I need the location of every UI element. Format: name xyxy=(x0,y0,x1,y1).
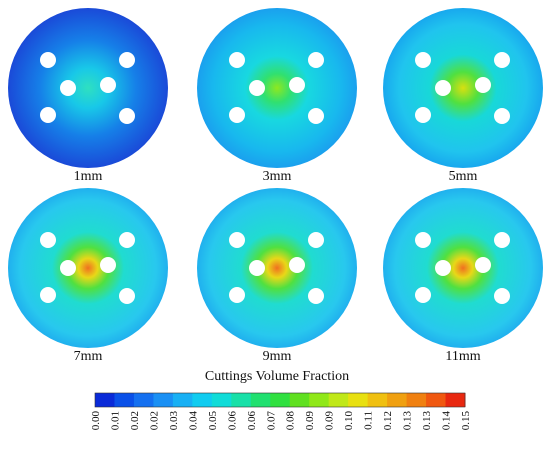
hole xyxy=(119,108,135,124)
hole xyxy=(494,108,510,124)
hole xyxy=(40,287,56,303)
colorbar-tick-label: 0.09 xyxy=(304,411,316,431)
hole xyxy=(60,80,76,96)
colorbar-segment xyxy=(445,393,466,407)
hole xyxy=(229,287,245,303)
hole xyxy=(40,52,56,68)
colorbar-tick-label: 0.08 xyxy=(285,411,297,431)
colorbar-tick-label: 0.07 xyxy=(265,411,277,431)
colorbar-segment xyxy=(95,393,115,407)
panel-label: 5mm xyxy=(449,169,478,184)
panel-label: 3mm xyxy=(263,169,292,184)
domain-disk xyxy=(383,188,543,348)
contour-panel: 3mm xyxy=(197,8,357,184)
domain-disk xyxy=(8,188,168,348)
hole xyxy=(308,52,324,68)
domain-disk xyxy=(197,8,357,168)
panel-label: 7mm xyxy=(74,349,103,364)
hole xyxy=(229,107,245,123)
hole xyxy=(100,77,116,93)
contour-panel: 5mm xyxy=(383,8,543,184)
hole xyxy=(415,107,431,123)
colorbar-segment xyxy=(426,393,447,407)
colorbar-tick-label: 0.13 xyxy=(421,411,433,431)
hole xyxy=(475,257,491,273)
hole xyxy=(415,232,431,248)
colorbar-frame xyxy=(94,392,466,408)
domain-disk xyxy=(8,8,168,168)
contour-panel: 1mm xyxy=(8,8,168,184)
hole xyxy=(415,287,431,303)
hole xyxy=(308,108,324,124)
domain-disk xyxy=(383,8,543,168)
contour-panel: 11mm xyxy=(383,188,543,364)
colorbar-tick-label: 0.06 xyxy=(226,411,238,431)
colorbar-segment xyxy=(114,393,135,407)
colorbar-tick-label: 0.10 xyxy=(343,411,355,431)
colorbar-segment xyxy=(192,393,213,407)
colorbar-title: Cuttings Volume Fraction xyxy=(205,369,349,384)
panel-label: 11mm xyxy=(445,349,480,364)
colorbar-segment xyxy=(153,393,174,407)
colorbar-tick-label: 0.13 xyxy=(402,411,414,431)
colorbar-tick-label: 0.14 xyxy=(441,411,453,431)
hole xyxy=(415,52,431,68)
contour-panel: 7mm xyxy=(8,188,168,364)
hole xyxy=(229,52,245,68)
domain-disk xyxy=(197,188,357,348)
colorbar-segment xyxy=(250,393,271,407)
colorbar-segment xyxy=(309,393,330,407)
colorbar-segment xyxy=(348,393,369,407)
hole xyxy=(100,257,116,273)
contour-panel: 9mm xyxy=(197,188,357,364)
colorbar-tick-label: 0.12 xyxy=(382,411,394,430)
colorbar-segment xyxy=(289,393,310,407)
colorbar-tick-label: 0.09 xyxy=(324,411,336,431)
colorbar-segment xyxy=(406,393,427,407)
colorbar-segment xyxy=(211,393,232,407)
hole xyxy=(475,77,491,93)
hole xyxy=(289,257,305,273)
colorbar-segment xyxy=(231,393,252,407)
panel-label: 1mm xyxy=(74,169,103,184)
colorbar-segment xyxy=(172,393,193,407)
colorbar-segment xyxy=(367,393,388,407)
colorbar-segment xyxy=(133,393,154,407)
panel-label: 9mm xyxy=(263,349,292,364)
hole xyxy=(435,80,451,96)
colorbar-segment xyxy=(328,393,349,407)
hole xyxy=(435,260,451,276)
colorbar-tick-label: 0.11 xyxy=(363,411,375,430)
colorbar-segment xyxy=(387,393,408,407)
colorbar-segment xyxy=(270,393,291,407)
hole xyxy=(308,288,324,304)
colorbar-tick-label: 0.06 xyxy=(246,411,258,431)
hole xyxy=(119,232,135,248)
hole xyxy=(60,260,76,276)
colorbar-tick-label: 0.04 xyxy=(187,411,199,431)
hole xyxy=(494,232,510,248)
colorbar-tick-label: 0.02 xyxy=(148,411,160,430)
hole xyxy=(119,52,135,68)
colorbar-tick-label: 0.15 xyxy=(460,411,472,431)
hole xyxy=(249,260,265,276)
hole xyxy=(494,288,510,304)
hole xyxy=(40,107,56,123)
hole xyxy=(229,232,245,248)
hole xyxy=(249,80,265,96)
colorbar-tick-label: 0.05 xyxy=(207,411,219,431)
hole xyxy=(308,232,324,248)
hole xyxy=(40,232,56,248)
colorbar-tick-label: 0.01 xyxy=(109,411,121,430)
colorbar-tick-label: 0.03 xyxy=(168,411,180,431)
colorbar-tick-label: 0.02 xyxy=(129,411,141,430)
hole xyxy=(289,77,305,93)
colorbar-tick-label: 0.00 xyxy=(90,411,102,431)
hole xyxy=(119,288,135,304)
hole xyxy=(494,52,510,68)
